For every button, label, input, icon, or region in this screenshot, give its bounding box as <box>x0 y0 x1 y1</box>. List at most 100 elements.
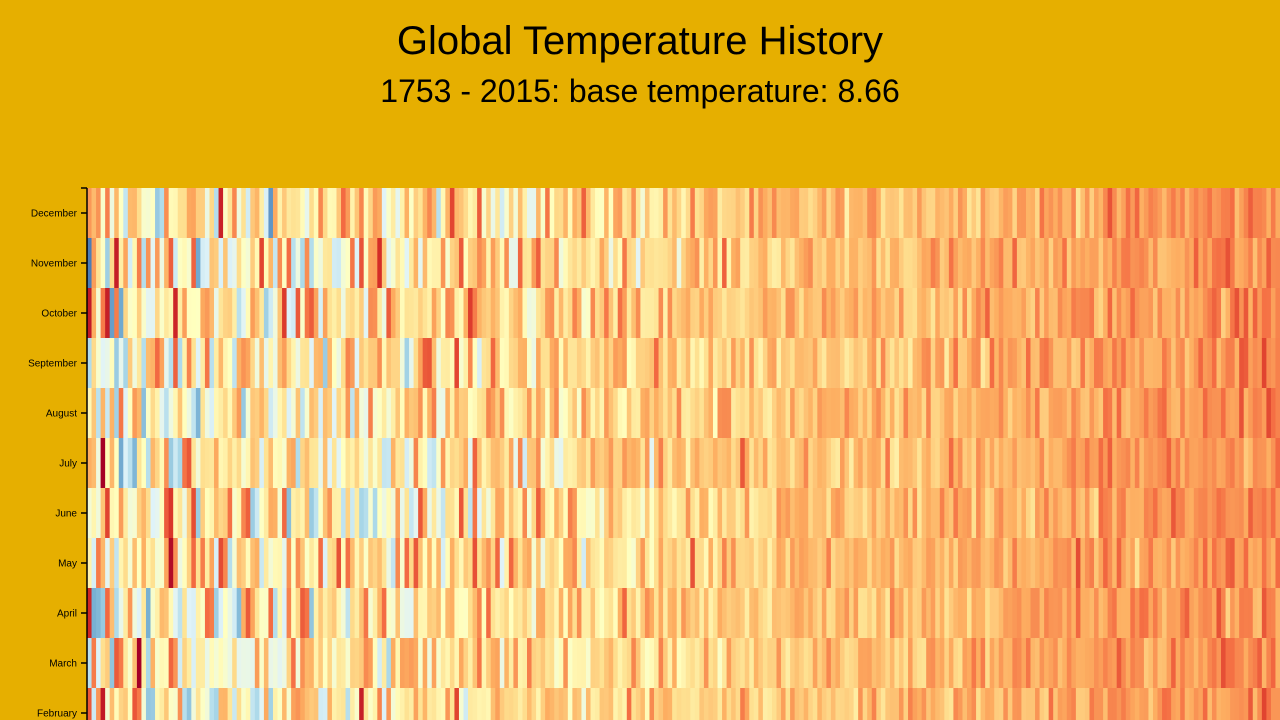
heatmap-cell <box>672 388 678 438</box>
heatmap-cell <box>409 188 415 238</box>
heatmap-cell <box>1130 438 1136 488</box>
heatmap-cell <box>1134 288 1140 338</box>
heatmap-cell <box>449 688 456 720</box>
heatmap-cell <box>1007 688 1013 720</box>
heatmap-cell <box>1257 288 1263 338</box>
heatmap-cell <box>1080 488 1086 538</box>
heatmap-cell <box>1030 638 1036 688</box>
heatmap-cell <box>767 688 773 720</box>
heatmap-cell <box>608 438 614 488</box>
heatmap-cell <box>458 688 465 720</box>
heatmap-cell <box>817 288 823 338</box>
heatmap-cell <box>232 438 238 488</box>
heatmap-cell <box>812 388 818 438</box>
heatmap-cell <box>967 288 973 338</box>
heatmap-cell <box>504 638 510 688</box>
heatmap-cell <box>1121 338 1127 388</box>
heatmap-cell <box>1261 538 1267 588</box>
heatmap-cell <box>708 638 714 688</box>
heatmap-cell <box>762 388 769 438</box>
heatmap-cell <box>1225 488 1231 538</box>
heatmap-cell <box>1053 538 1059 588</box>
heatmap-cell <box>976 238 982 288</box>
heatmap-cell <box>753 288 759 338</box>
heatmap-cell <box>1080 338 1086 388</box>
heatmap-cell <box>227 588 233 638</box>
heatmap-cell <box>472 588 478 638</box>
heatmap-cell <box>145 588 152 638</box>
heatmap-cell <box>554 438 560 488</box>
heatmap-cell <box>1039 638 1045 688</box>
heatmap-cell <box>799 338 805 388</box>
heatmap-cell <box>898 538 905 588</box>
heatmap-cell <box>749 288 755 338</box>
heatmap-cell <box>395 188 401 238</box>
heatmap-cell <box>477 438 483 488</box>
heatmap-cell <box>858 688 864 720</box>
heatmap-cell <box>96 488 102 538</box>
heatmap-cell <box>853 588 859 638</box>
heatmap-cell <box>136 488 143 538</box>
heatmap-cell <box>735 388 741 438</box>
heatmap-cell <box>96 388 102 438</box>
heatmap-cell <box>885 538 891 588</box>
heatmap-cell <box>840 388 846 438</box>
heatmap-cell <box>1216 688 1222 720</box>
heatmap-cell <box>908 588 914 638</box>
heatmap-cell <box>1239 488 1245 538</box>
heatmap-cell <box>1157 288 1163 338</box>
heatmap-cell <box>749 538 755 588</box>
heatmap-cell <box>1152 638 1159 688</box>
heatmap-cell <box>894 688 900 720</box>
heatmap-cell <box>1198 288 1204 338</box>
heatmap-cell <box>241 438 247 488</box>
heatmap-cell <box>595 588 601 638</box>
heatmap-cell <box>454 238 460 288</box>
heatmap-cell <box>540 638 546 688</box>
heatmap-cell <box>785 238 791 288</box>
heatmap-cell <box>409 638 415 688</box>
heatmap-cell <box>214 288 220 338</box>
heatmap-cell <box>631 288 637 338</box>
heatmap-cell <box>468 588 474 638</box>
heatmap-cell <box>354 388 360 438</box>
heatmap-cell <box>164 488 170 538</box>
heatmap-cell <box>223 288 229 338</box>
heatmap-cell <box>318 538 324 588</box>
heatmap-cell <box>1243 688 1249 720</box>
heatmap-cell <box>250 638 256 688</box>
heatmap-cell <box>585 388 592 438</box>
heatmap-cell <box>1189 438 1195 488</box>
heatmap-cell <box>209 388 215 438</box>
heatmap-cell <box>277 288 283 338</box>
heatmap-cell <box>87 288 93 338</box>
heatmap-cell <box>377 538 383 588</box>
heatmap-cell <box>613 238 619 288</box>
heatmap-cell <box>1270 488 1277 538</box>
heatmap-cell <box>604 538 610 588</box>
heatmap-cell <box>272 438 279 488</box>
heatmap-cell <box>826 438 832 488</box>
heatmap-cell <box>363 338 369 388</box>
heatmap-cell <box>517 688 524 720</box>
heatmap-cell <box>277 538 283 588</box>
heatmap-cell <box>155 388 161 438</box>
heatmap-cell <box>663 238 669 288</box>
heatmap-cell <box>545 538 551 588</box>
heatmap-cell <box>209 338 215 388</box>
heatmap-cell <box>1211 638 1218 688</box>
heatmap-cell <box>585 438 592 488</box>
heatmap-cell <box>985 288 991 338</box>
heatmap-cell <box>826 488 832 538</box>
heatmap-cell <box>1143 638 1150 688</box>
heatmap-cell <box>558 188 564 238</box>
heatmap-cell <box>1221 638 1227 688</box>
heatmap-cell <box>1189 388 1195 438</box>
heatmap-cell <box>862 538 868 588</box>
heatmap-cell <box>994 188 1000 238</box>
heatmap-cell <box>617 338 623 388</box>
heatmap-cell <box>1107 538 1113 588</box>
heatmap-cell <box>1016 338 1023 388</box>
heatmap-cell <box>599 338 605 388</box>
heatmap-cell <box>236 238 242 288</box>
